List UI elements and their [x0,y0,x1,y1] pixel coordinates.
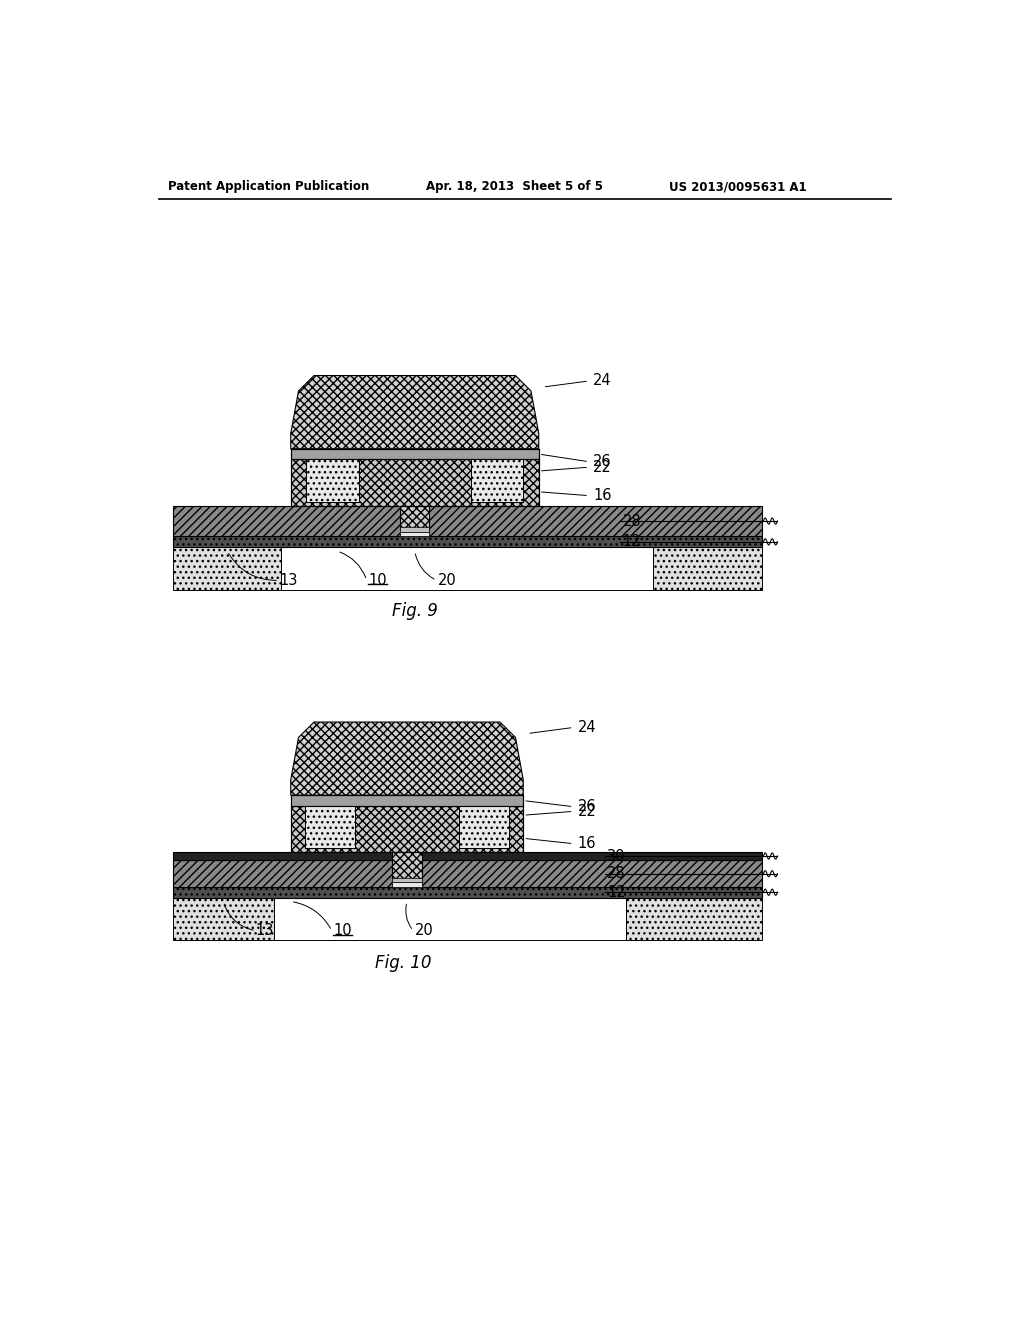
Bar [291,459,539,506]
Bar [400,527,429,532]
Bar [173,506,762,536]
Text: Fig. 9: Fig. 9 [392,602,437,620]
Bar [173,859,762,887]
Bar [392,878,422,882]
Text: 20: 20 [415,923,433,939]
Bar [392,882,422,887]
Text: 10: 10 [369,573,387,587]
Bar [627,898,762,940]
Bar [306,459,359,502]
Bar [291,807,523,853]
Text: 26: 26 [593,454,611,470]
Text: 10: 10 [334,923,352,939]
Text: 22: 22 [578,804,596,818]
Bar [291,449,539,459]
Polygon shape [291,376,539,449]
Text: 30: 30 [607,849,626,863]
Bar [392,853,422,887]
Text: Fig. 10: Fig. 10 [375,954,431,972]
Text: 13: 13 [256,923,274,939]
Polygon shape [291,722,523,795]
Bar [273,898,627,940]
Bar [173,853,762,859]
Text: 28: 28 [607,866,626,882]
Text: 22: 22 [593,459,611,475]
Text: Patent Application Publication: Patent Application Publication [168,181,370,194]
Bar [173,898,273,940]
Bar [305,807,355,849]
Text: 13: 13 [280,573,298,587]
Bar [173,548,282,590]
Text: 16: 16 [578,836,596,851]
Bar [282,548,653,590]
Bar [471,459,523,502]
Text: 12: 12 [623,535,641,549]
Text: Apr. 18, 2013  Sheet 5 of 5: Apr. 18, 2013 Sheet 5 of 5 [426,181,603,194]
Text: 20: 20 [438,573,457,587]
Text: 24: 24 [593,374,611,388]
Text: 26: 26 [578,799,596,814]
Bar [400,506,429,536]
Bar [173,536,762,548]
Bar [459,807,509,849]
Bar [291,795,523,807]
Text: 12: 12 [607,884,626,900]
Bar [653,548,762,590]
Bar [173,887,762,898]
Text: 28: 28 [623,513,641,528]
Bar [400,532,429,536]
Text: 16: 16 [593,488,611,503]
Text: US 2013/0095631 A1: US 2013/0095631 A1 [669,181,807,194]
Text: 24: 24 [578,719,596,735]
